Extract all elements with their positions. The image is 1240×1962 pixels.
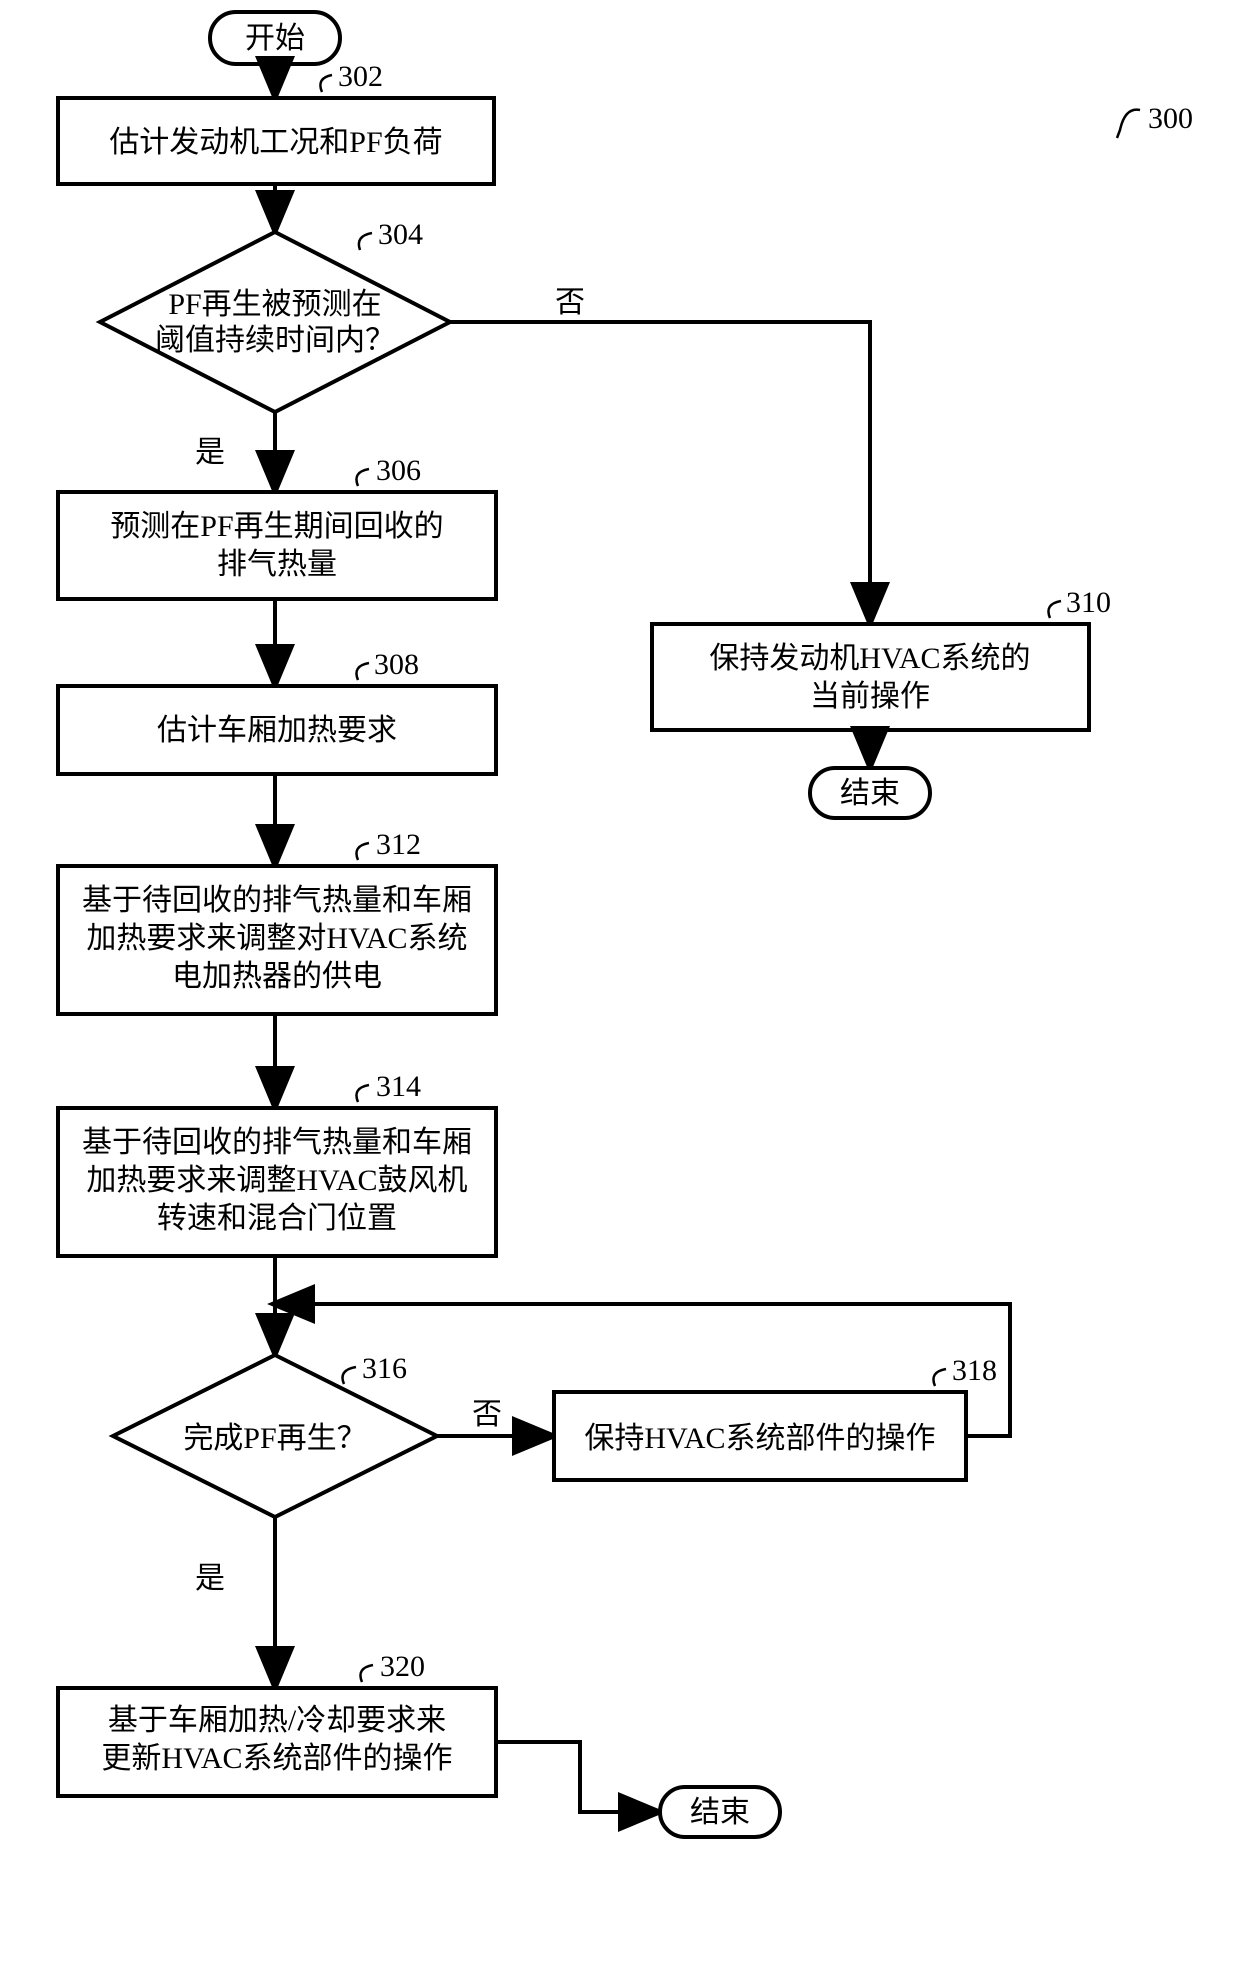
- process-312-l1: 基于待回收的排气热量和车厢: [82, 884, 472, 917]
- process-318-text: 保持HVAC系统部件的操作: [584, 1422, 935, 1455]
- edge-label-316-no: 否: [472, 1398, 502, 1431]
- edge-label-304-no: 否: [555, 286, 585, 319]
- ref-316: 316: [362, 1352, 407, 1385]
- process-306-l2: 排气热量: [217, 548, 337, 581]
- process-312-l2: 加热要求来调整对HVAC系统: [86, 922, 467, 955]
- process-314-l2: 加热要求来调整HVAC鼓风机: [86, 1164, 467, 1197]
- ref-310: 310: [1066, 586, 1111, 619]
- process-312-l3: 电加热器的供电: [172, 960, 382, 993]
- ref-312: 312: [376, 828, 421, 861]
- decision-304: [100, 232, 450, 412]
- edge-320-end: [496, 1742, 658, 1812]
- flowchart-canvas: 300 开始 估计发动机工况和PF负荷 302 PF再生被预测在 阈值持续时间内…: [0, 0, 1240, 1962]
- process-306: [58, 492, 496, 599]
- edge-304-no-310: [450, 322, 870, 622]
- diagram-ref-300: 300: [1148, 102, 1193, 135]
- process-320-l1: 基于车厢加热/冷却要求来: [108, 1704, 446, 1737]
- edge-label-316-yes: 是: [195, 1562, 225, 1595]
- ref-308: 308: [374, 648, 419, 681]
- ref-314: 314: [376, 1070, 421, 1103]
- process-310-l2: 当前操作: [810, 680, 930, 713]
- ref-304: 304: [378, 218, 423, 251]
- ref-320: 320: [380, 1650, 425, 1683]
- ref-306: 306: [376, 454, 421, 487]
- ref-302: 302: [338, 60, 383, 93]
- process-308-text: 估计车厢加热要求: [157, 714, 397, 747]
- end-bottom-label: 结束: [690, 1796, 750, 1829]
- process-310-l1: 保持发动机HVAC系统的: [709, 642, 1030, 675]
- edge-label-304-yes: 是: [195, 436, 225, 469]
- process-314-l1: 基于待回收的排气热量和车厢: [82, 1126, 472, 1159]
- decision-304-l2: 阈值持续时间内？: [155, 324, 395, 357]
- lead-line-300: [1117, 110, 1140, 138]
- end-right-label: 结束: [840, 777, 900, 810]
- process-306-l1: 预测在PF再生期间回收的: [110, 510, 443, 543]
- process-320-l2: 更新HVAC系统部件的操作: [101, 1742, 452, 1775]
- process-302-text: 估计发动机工况和PF负荷: [109, 126, 442, 159]
- decision-316-text: 完成PF再生？: [183, 1422, 366, 1455]
- decision-304-l1: PF再生被预测在: [168, 288, 381, 321]
- start-label: 开始: [245, 22, 305, 55]
- process-314-l3: 转速和混合门位置: [157, 1202, 397, 1235]
- ref-318: 318: [952, 1354, 997, 1387]
- process-310: [652, 624, 1089, 730]
